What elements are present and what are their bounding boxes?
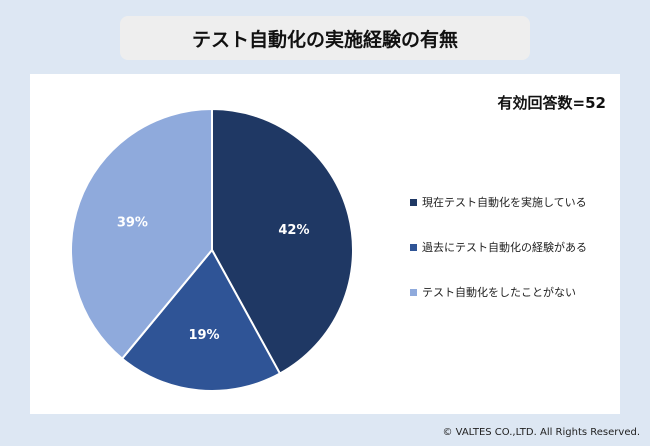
pie-slice-label-3: 39% xyxy=(117,215,148,230)
pie-slice-3 xyxy=(70,107,213,361)
legend-label: 現在テスト自動化を実施している xyxy=(422,196,587,209)
legend-item-1: 現在テスト自動化を実施している xyxy=(410,194,620,210)
pie-slice-label-2: 19% xyxy=(188,328,219,343)
respondent-count: 有効回答数=52 xyxy=(497,94,606,112)
legend-item-3: テスト自動化をしたことがない xyxy=(410,284,620,300)
legend-swatch xyxy=(410,288,417,296)
legend-label: 過去にテスト自動化の経験がある xyxy=(422,241,587,254)
pie-slice-2 xyxy=(120,248,282,392)
chart-title: テスト自動化の実施経験の有無 xyxy=(120,16,530,60)
chart-legend: 現在テスト自動化を実施している 過去にテスト自動化の経験がある テスト自動化をしたこ… xyxy=(410,194,620,329)
legend-label: テスト自動化をしたことがない xyxy=(422,286,576,299)
pie-slice-label-1: 42% xyxy=(278,223,309,238)
legend-swatch xyxy=(410,243,417,251)
chart-panel: 有効回答数=52 42% 19% 39% 現在テスト自動化を実施している 過去にテスト… xyxy=(30,74,620,414)
pie-slice-1 xyxy=(211,107,354,375)
legend-item-2: 過去にテスト自動化の経験がある xyxy=(410,239,620,255)
copyright-notice: © VALTES CO.,LTD. All Rights Reserved. xyxy=(442,427,640,438)
pie-chart: 42% 19% 39% xyxy=(70,107,354,392)
legend-swatch xyxy=(410,198,417,206)
